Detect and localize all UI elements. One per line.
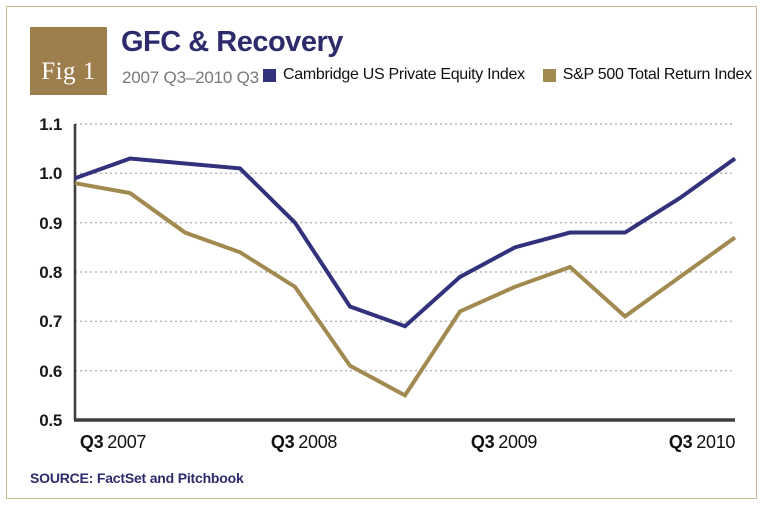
figure-number-badge: Fig 1 [30,27,107,95]
x-tick-quarter: Q3 [79,432,104,452]
x-tick-label: Q3 2008 [270,432,338,453]
series-line-private-equity [74,156,737,329]
x-tick-label: Q3 2009 [470,432,538,453]
legend-label: S&P 500 Total Return Index [562,66,752,83]
x-tick-label: Q3 2007 [79,432,147,453]
y-tick-label: 0.7 [39,312,62,332]
legend-swatch-gold [542,68,556,82]
y-tick-label: 0.8 [39,263,62,282]
series-line-sp500 [74,181,737,398]
y-tick-label: 0.6 [39,361,62,381]
x-tick-year: 2010 [696,432,736,452]
figure-number-label: Fig 1 [41,58,96,85]
legend-swatch-navy [263,68,276,82]
y-tick-label: 0.9 [39,213,62,233]
y-tick-label: 0.5 [39,411,62,430]
x-tick-quarter: Q3 [270,432,295,452]
legend: Cambridge US Private Equity Index S&P 50… [263,66,752,84]
x-tick-year: 2009 [498,432,538,452]
y-tick-label: 1.0 [39,164,62,184]
chart-date-range: 2007 Q3–2010 Q3 [122,68,259,87]
chart-title: GFC & Recovery [121,26,343,58]
x-tick-quarter: Q3 [470,432,495,452]
x-tick-year: 2007 [107,432,147,452]
legend-item-sp500: S&P 500 Total Return Index [542,66,752,84]
x-tick-label: Q3 2010 [668,432,736,453]
source-note: SOURCE: FactSet and Pitchbook [30,470,244,486]
legend-label: Cambridge US Private Equity Index [283,66,525,83]
y-tick-label: 1.1 [39,115,62,134]
x-tick-quarter: Q3 [668,432,693,452]
legend-item-private-equity: Cambridge US Private Equity Index [263,66,525,84]
x-tick-year: 2008 [298,432,338,452]
